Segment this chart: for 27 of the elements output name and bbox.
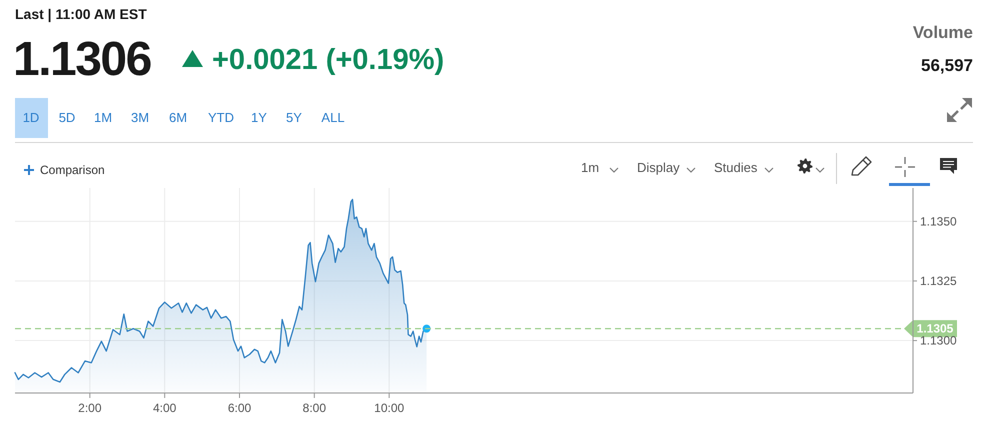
text: ALL [321, 110, 345, 125]
x-tick-label: 8:00 [302, 401, 326, 415]
text: Studies [714, 160, 758, 175]
text: 6M [168, 110, 188, 125]
text: Comparison [40, 163, 105, 177]
text: 3M [130, 110, 150, 125]
x-tick-label: 4:00 [152, 401, 177, 415]
ref-line-label: 1.1305 [916, 322, 954, 336]
text: 5D [58, 110, 76, 125]
chart-subtitle: Last | 11:00 AM EST [15, 6, 148, 23]
text: YTD [208, 110, 234, 125]
text: 1m [581, 160, 600, 175]
y-tick-label: 1.1350 [920, 214, 958, 228]
y-tick-label: 1.1300 [920, 334, 958, 348]
text: 1D [22, 110, 40, 125]
text: 1Y [251, 110, 268, 125]
chart-title: 1.1306 [13, 33, 151, 86]
x-tick-label: 2:00 [78, 401, 102, 415]
text: Display [637, 160, 680, 175]
text: Volume [912, 23, 973, 42]
text: 1M [94, 110, 112, 125]
x-tick-label: 6:00 [228, 401, 252, 415]
x-tick-label: 10:00 [374, 401, 405, 415]
text: 56,597 [921, 56, 973, 75]
text: +0.0021 (+0.19%) [212, 44, 444, 76]
text: 5Y [286, 110, 302, 125]
y-tick-label: 1.1325 [920, 274, 958, 288]
